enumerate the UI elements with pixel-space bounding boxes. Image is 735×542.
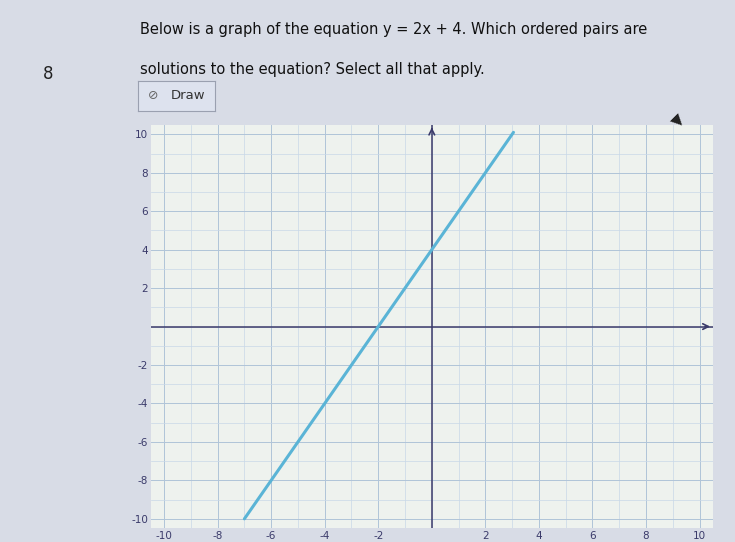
Text: Below is a graph of the equation y = 2x + 4. Which ordered pairs are: Below is a graph of the equation y = 2x …	[140, 22, 647, 37]
Text: ⊘: ⊘	[148, 89, 159, 102]
Text: Draw: Draw	[171, 89, 206, 102]
Text: ▶: ▶	[668, 111, 687, 130]
Text: solutions to the equation? Select all that apply.: solutions to the equation? Select all th…	[140, 62, 484, 78]
Text: 8: 8	[43, 65, 53, 83]
